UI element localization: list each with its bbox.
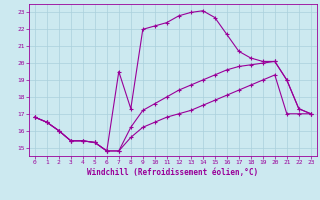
X-axis label: Windchill (Refroidissement éolien,°C): Windchill (Refroidissement éolien,°C) bbox=[87, 168, 258, 177]
